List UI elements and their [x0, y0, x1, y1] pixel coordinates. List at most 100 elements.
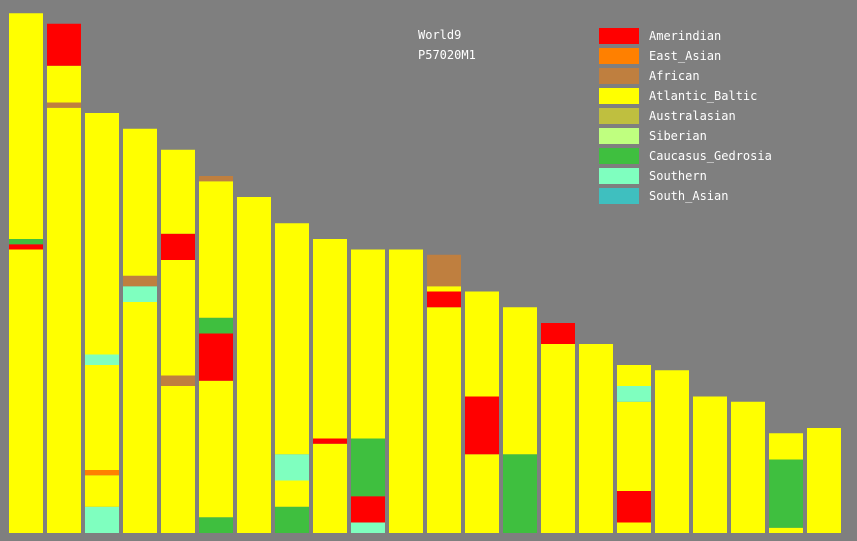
- bar: [275, 223, 309, 533]
- legend-label: Southern: [649, 169, 707, 183]
- bar-segment: [161, 375, 195, 386]
- legend-label: South_Asian: [649, 189, 729, 203]
- bar-segment: [161, 386, 195, 533]
- bar: [313, 239, 347, 533]
- bar-segment: [427, 254, 461, 287]
- chart-subtitle: P57020M1: [418, 48, 476, 62]
- bar: [693, 396, 727, 533]
- bar-segment: [123, 286, 157, 302]
- bar: [389, 249, 423, 533]
- legend-swatch: [599, 188, 639, 204]
- bar-segment: [123, 302, 157, 533]
- legend-label: African: [649, 69, 700, 83]
- bar-segment: [313, 438, 347, 444]
- bar-segment: [541, 344, 575, 533]
- bar-segment: [85, 113, 119, 355]
- bar-segment: [199, 181, 233, 318]
- bar-segment: [161, 233, 195, 260]
- bar: [541, 323, 575, 533]
- bar-segment: [85, 506, 119, 533]
- legend-item: Caucasus_Gedrosia: [599, 148, 839, 164]
- bar: [351, 249, 385, 533]
- legend-swatch: [599, 68, 639, 84]
- bar-segment: [427, 286, 461, 292]
- bar-segment: [351, 522, 385, 533]
- bar-segment: [503, 454, 537, 533]
- bar-segment: [693, 396, 727, 533]
- bar: [427, 254, 461, 533]
- bar-segment: [199, 176, 233, 182]
- bar-segment: [541, 323, 575, 344]
- bar-segment: [617, 401, 651, 491]
- bar: [123, 128, 157, 533]
- bar-segment: [465, 454, 499, 533]
- legend-swatch: [599, 128, 639, 144]
- legend-swatch: [599, 88, 639, 104]
- bar: [579, 344, 613, 533]
- bar-segment: [199, 517, 233, 533]
- legend-item: African: [599, 68, 839, 84]
- bar-segment: [465, 291, 499, 397]
- bar-segment: [9, 13, 43, 239]
- bar-segment: [427, 291, 461, 308]
- bar-segment: [47, 107, 81, 533]
- bar: [85, 113, 119, 533]
- legend-label: East_Asian: [649, 49, 722, 63]
- legend-item: Southern: [599, 168, 839, 184]
- legend-swatch: [599, 48, 639, 64]
- legend-label: Amerindian: [649, 29, 722, 43]
- bar-segment: [427, 307, 461, 533]
- chart-title: World9: [418, 28, 462, 42]
- bar-segment: [47, 102, 81, 108]
- bar-segment: [85, 470, 119, 476]
- bar-segment: [199, 380, 233, 518]
- legend-label: Atlantic_Baltic: [649, 89, 758, 103]
- bar-segment: [123, 128, 157, 276]
- legend-item: Atlantic_Baltic: [599, 88, 839, 104]
- legend-item: East_Asian: [599, 48, 839, 64]
- legend-swatch: [599, 108, 639, 124]
- bar-segment: [503, 307, 537, 455]
- bar-segment: [9, 239, 43, 245]
- bar: [731, 401, 765, 533]
- bar-segment: [199, 333, 233, 381]
- bar-segment: [85, 365, 119, 470]
- bar: [161, 149, 195, 533]
- bar-segment: [769, 459, 803, 528]
- bar-segment: [9, 244, 43, 250]
- bar-segment: [313, 239, 347, 439]
- bar-segment: [161, 260, 195, 376]
- bar-segment: [237, 197, 271, 533]
- bar-segment: [123, 275, 157, 287]
- legend-item: Siberian: [599, 128, 839, 144]
- bar: [199, 176, 233, 533]
- bar-segment: [47, 65, 81, 103]
- bar-segment: [617, 365, 651, 386]
- bar-segment: [275, 223, 309, 455]
- bar-segment: [351, 438, 385, 497]
- legend-item: Amerindian: [599, 28, 839, 44]
- bar-segment: [161, 149, 195, 234]
- bar-segment: [85, 475, 119, 507]
- bar: [503, 307, 537, 533]
- bar-segment: [465, 396, 499, 455]
- bar: [655, 370, 689, 533]
- bar-segment: [617, 491, 651, 523]
- bar-segment: [389, 249, 423, 533]
- bar-segment: [9, 249, 43, 533]
- bar: [769, 433, 803, 533]
- bar-segment: [807, 428, 841, 533]
- bar-segment: [313, 443, 347, 533]
- bar: [617, 365, 651, 533]
- bar: [47, 23, 81, 533]
- legend-label: Australasian: [649, 109, 736, 123]
- legend-label: Siberian: [649, 129, 707, 143]
- bar-segment: [47, 23, 81, 66]
- bar-segment: [199, 317, 233, 334]
- bar-segment: [275, 506, 309, 533]
- bar-segment: [769, 433, 803, 460]
- bar-segment: [85, 354, 119, 365]
- bar: [237, 197, 271, 533]
